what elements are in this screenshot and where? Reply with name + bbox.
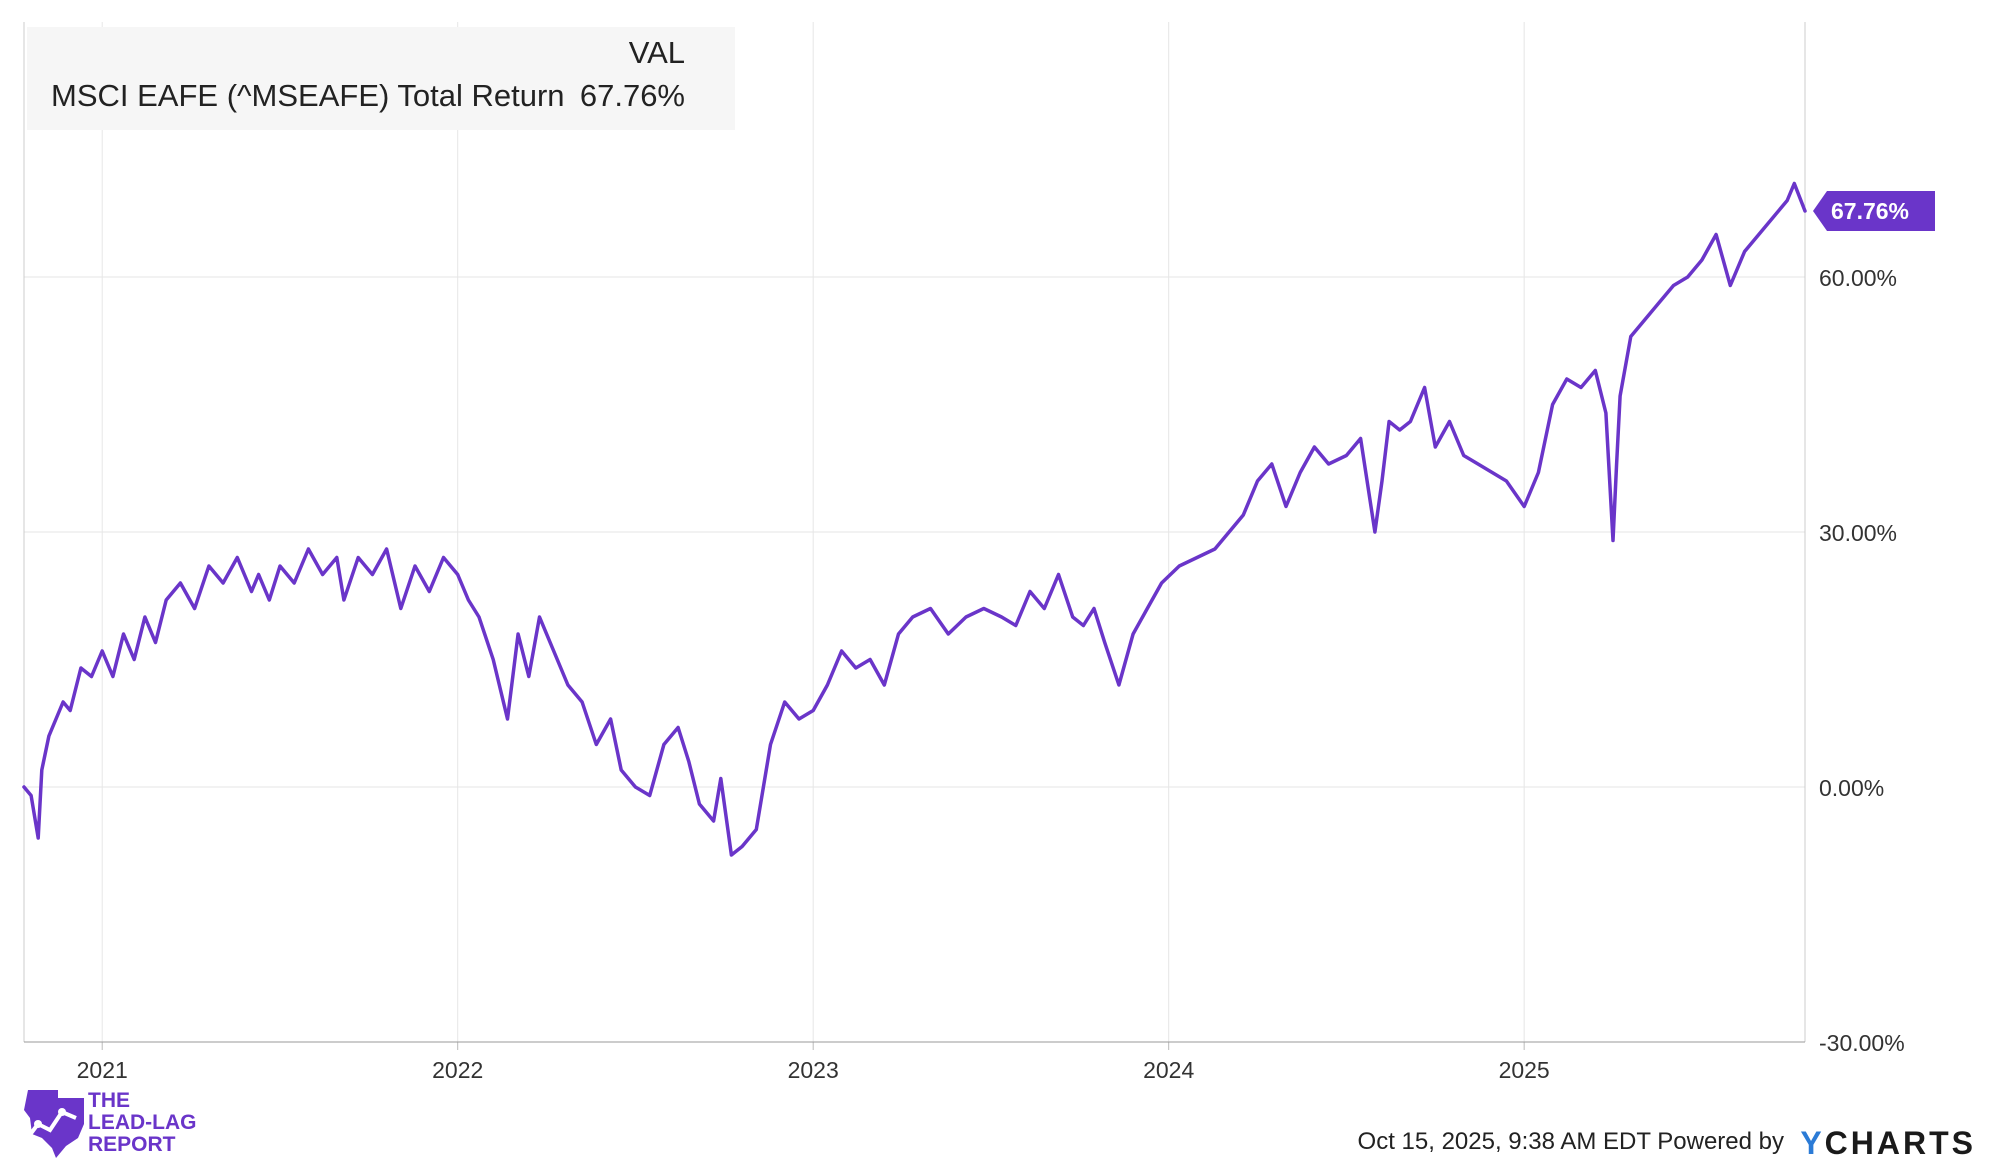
logo-line-3: REPORT <box>88 1133 176 1156</box>
series-line-msci-eafe <box>22 181 1807 857</box>
y-tick-label: -30.00% <box>1819 1030 1905 1056</box>
legend-header: VAL <box>628 35 685 70</box>
grid-lines <box>24 22 1805 1043</box>
x-tick-label: 2023 <box>788 1057 839 1083</box>
y-tick-label: 30.00% <box>1819 520 1897 546</box>
legend-series-value: 67.76% <box>579 78 685 113</box>
ycharts-logo[interactable]: YCHARTS <box>1800 1125 1976 1162</box>
x-tick-label: 2022 <box>432 1057 483 1083</box>
end-badge-label: 67.76% <box>1831 198 1909 224</box>
logo-line-2: LEAD-LAG <box>88 1111 197 1134</box>
axes <box>23 22 1806 1050</box>
x-tick-label: 2024 <box>1143 1057 1194 1083</box>
legend-box: VAL MSCI EAFE (^MSEAFE) Total Return 67.… <box>27 27 735 130</box>
series-layer <box>22 181 1807 857</box>
tick-labels: -30.00% 0.00% 30.00% 60.00% 2021 2022 2023 2024… <box>77 265 1905 1083</box>
end-badge-shape <box>1813 191 1935 232</box>
y-tick-label: 0.00% <box>1819 775 1884 801</box>
logo-line-1: THE <box>88 1089 130 1112</box>
logo-text: THE LEAD-LAG REPORT <box>88 1090 197 1156</box>
footer-timestamp: Oct 15, 2025, 9:38 AM EDT Powered by <box>1357 1128 1784 1155</box>
x-tick-label: 2025 <box>1499 1057 1550 1083</box>
legend-series-name: MSCI EAFE (^MSEAFE) Total Return <box>51 78 565 113</box>
ycharts-logo-rest: CHARTS <box>1824 1125 1976 1161</box>
x-tick-label: 2021 <box>77 1057 128 1083</box>
y-tick-label: 60.00% <box>1819 265 1897 291</box>
ycharts-logo-y: Y <box>1800 1125 1825 1161</box>
lead-lag-logo-icon <box>24 1090 84 1158</box>
end-value-badge: 67.76% <box>1813 191 1935 232</box>
